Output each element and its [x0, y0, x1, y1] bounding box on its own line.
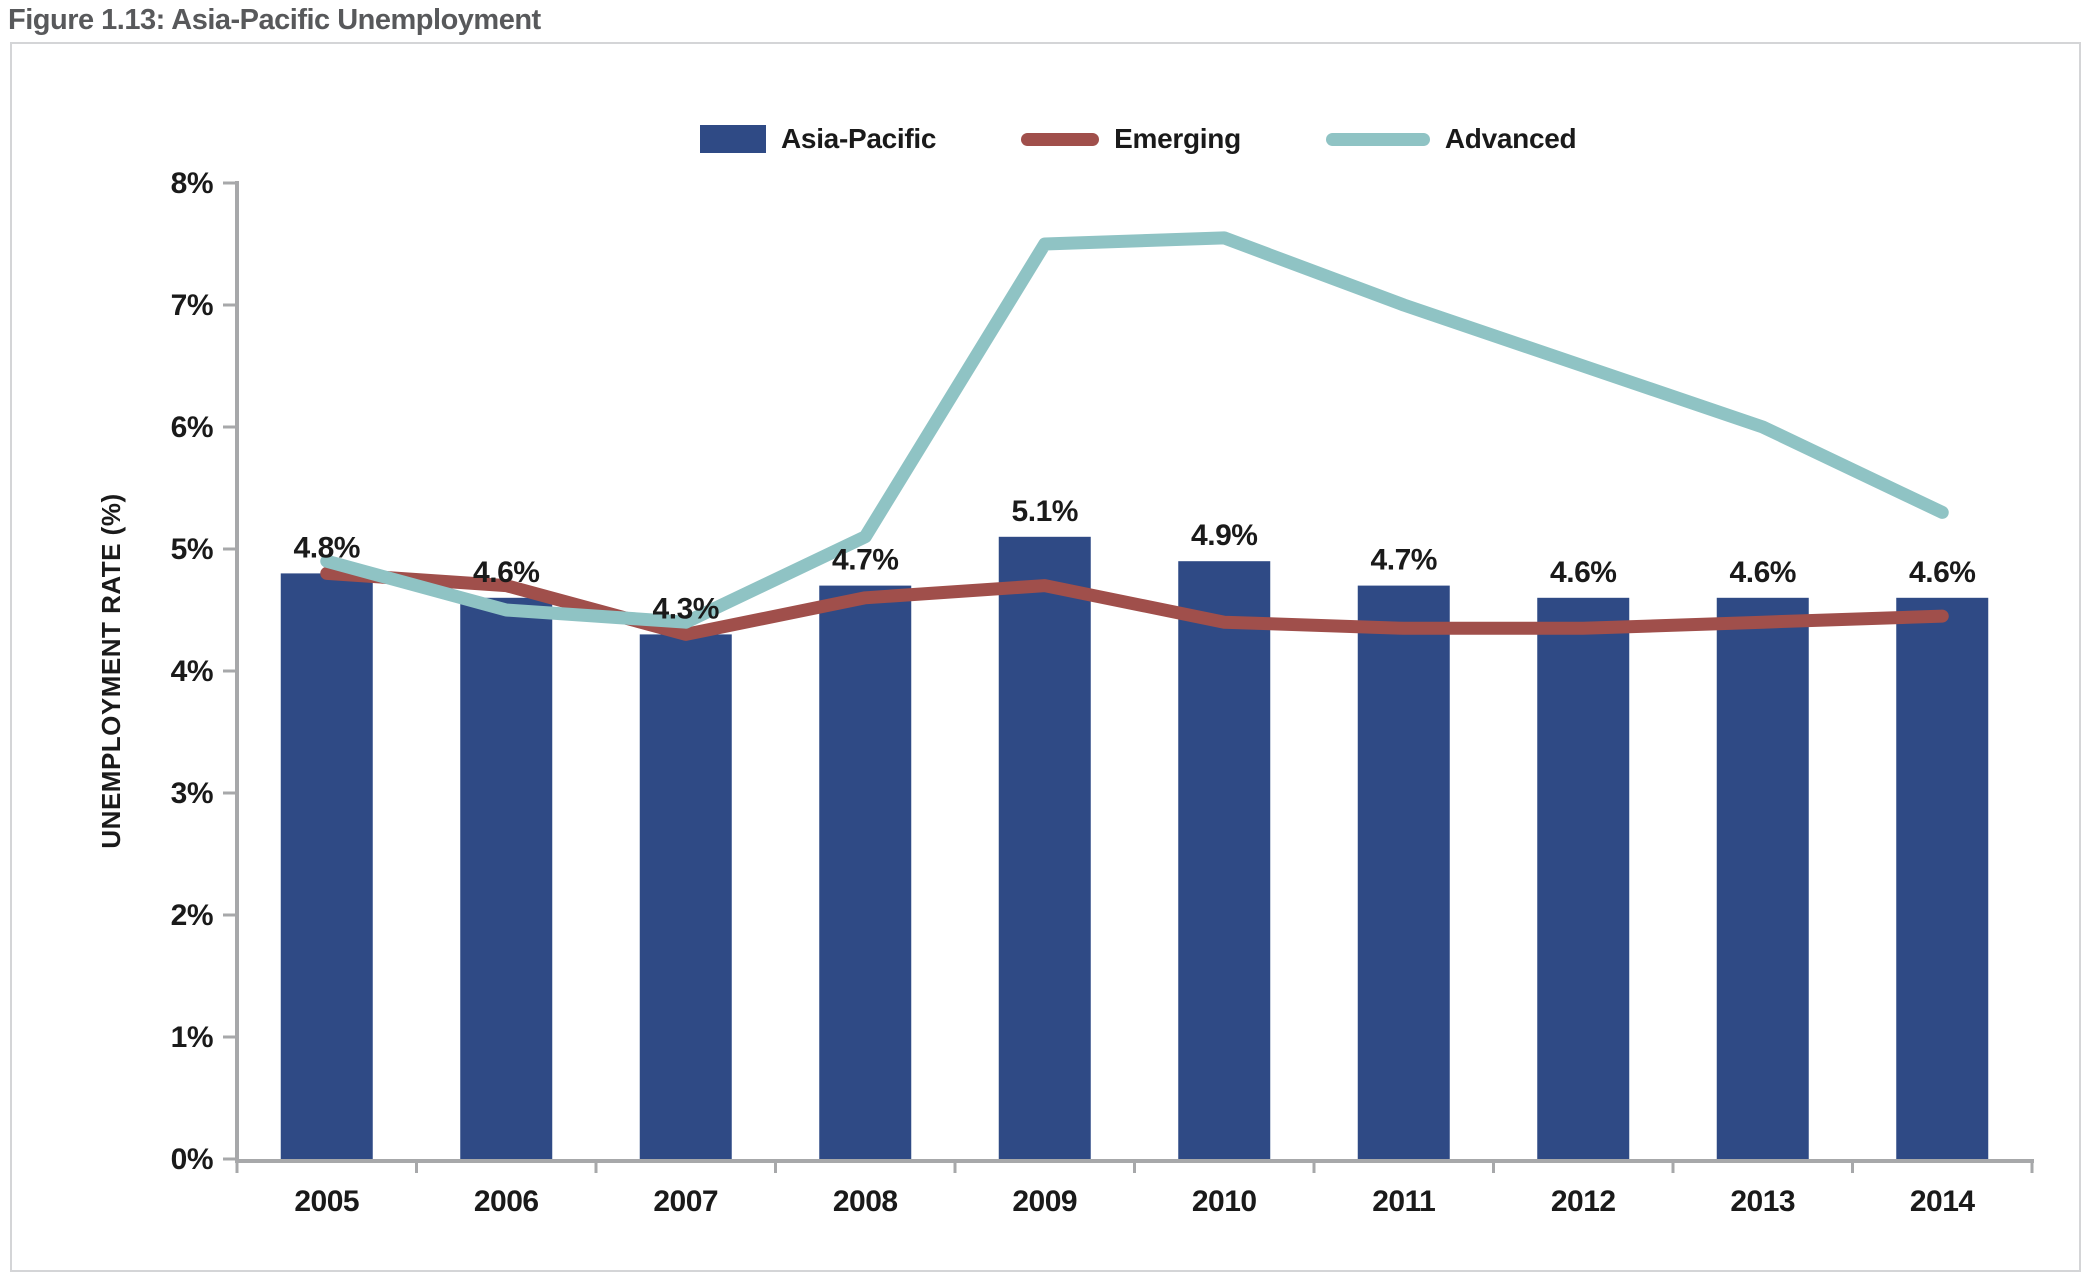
x-axis-label-2011: 2011	[1372, 1185, 1435, 1218]
bar-label-2010: 4.9%	[1191, 519, 1257, 552]
x-axis-label-2006: 2006	[474, 1185, 539, 1218]
asia-pacific-swatch-icon	[700, 125, 766, 153]
line-emerging	[320, 566, 1949, 641]
bar-label-2014: 4.6%	[1909, 556, 1975, 589]
bar-label-2006: 4.6%	[473, 556, 539, 589]
legend-item-asia-pacific: Asia-Pacific	[700, 123, 936, 155]
bar-2010	[1178, 561, 1271, 1161]
y-tick-label: 3%	[171, 777, 213, 810]
legend-label-emerging: Emerging	[1114, 123, 1241, 154]
bar-2011	[1357, 585, 1450, 1161]
x-axis-label-2008: 2008	[833, 1185, 898, 1218]
chart-panel: Asia-Pacific Emerging Advanced 0% 1% 2% 3% 4…	[10, 42, 2081, 1272]
bar-label-2008: 4.7%	[832, 544, 898, 577]
x-axis-label-2005: 2005	[294, 1185, 359, 1218]
y-tick-label: 0%	[171, 1143, 213, 1176]
line-advanced	[320, 231, 1949, 629]
y-tick-label: 7%	[171, 289, 213, 322]
y-tick-label: 1%	[171, 1021, 213, 1054]
bar-2006	[460, 597, 553, 1161]
unemployment-chart: 0% 1% 2% 3% 4% 5% 6% 7% 8% 2005 2006 2007 2008 2009 20…	[96, 167, 2034, 1218]
bar-label-2009: 5.1%	[1012, 495, 1078, 528]
x-axis-label-2013: 2013	[1730, 1185, 1795, 1218]
x-axis-label-2012: 2012	[1551, 1185, 1616, 1218]
bar-2012	[1537, 597, 1630, 1161]
y-tick-label: 4%	[171, 655, 213, 688]
legend-item-advanced: Advanced	[1325, 123, 1577, 155]
x-axis-label-2007: 2007	[653, 1185, 718, 1218]
x-axis-label-2010: 2010	[1192, 1185, 1257, 1218]
emerging-swatch-icon	[1021, 132, 1100, 146]
bar-2009	[998, 536, 1091, 1161]
legend-item-emerging: Emerging	[1021, 123, 1241, 155]
x-axis-label-2009: 2009	[1012, 1185, 1077, 1218]
y-axis-title: UNEMPLOYMENT RATE (%)	[96, 493, 126, 848]
bar-label-2005: 4.8%	[294, 531, 360, 564]
bar-2005	[280, 573, 373, 1161]
chart-legend: Asia-Pacific Emerging Advanced	[700, 122, 1577, 156]
y-tick-label: 6%	[171, 411, 213, 444]
legend-label-advanced: Advanced	[1444, 123, 1577, 154]
bar-label-2013: 4.6%	[1730, 556, 1796, 589]
legend-label-asia-pacific: Asia-Pacific	[781, 123, 937, 154]
y-tick-label: 8%	[171, 167, 213, 200]
bar-label-2007: 4.3%	[653, 592, 719, 625]
bar-2008	[819, 585, 912, 1161]
figure-title: Figure 1.13: Asia-Pacific Unemployment	[8, 4, 541, 36]
bar-label-2011: 4.7%	[1371, 544, 1437, 577]
x-axis-label-2014: 2014	[1910, 1185, 1976, 1218]
y-tick-label: 2%	[171, 899, 213, 932]
y-tick-label: 5%	[171, 533, 213, 566]
bar-2013	[1716, 597, 1809, 1161]
advanced-swatch-icon	[1325, 132, 1430, 146]
bar-2007	[639, 634, 732, 1161]
bar-2014	[1896, 597, 1989, 1161]
bar-label-2012: 4.6%	[1550, 556, 1616, 589]
